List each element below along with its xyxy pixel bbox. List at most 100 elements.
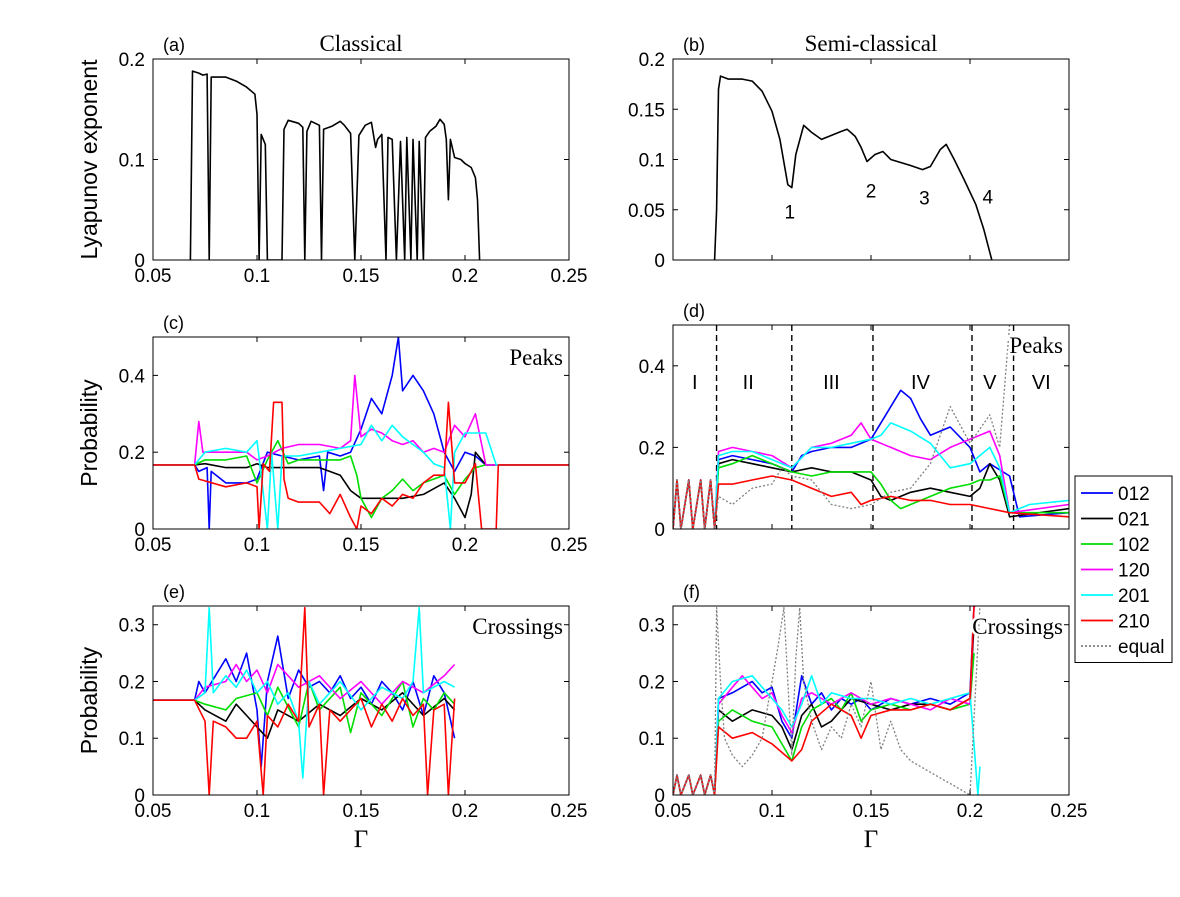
y-tick-label: 0 [654, 251, 665, 272]
y-tick-label: 0.2 [119, 50, 145, 71]
panel-label: (c) [163, 313, 184, 333]
y-tick-label: 0.2 [639, 50, 665, 71]
panel-label: (b) [683, 35, 705, 55]
y-tick-label: 0.2 [639, 672, 665, 693]
y-tick-label: 0 [654, 786, 665, 807]
y-tick-label: 0.15 [628, 100, 665, 121]
y-axis-label: Lyapunov exponent [76, 59, 102, 260]
legend-label: 210 [1118, 612, 1150, 633]
y-tick-label: 0.4 [639, 357, 666, 378]
panel-b: 0 0.05 0.1 0.15 0.2 (b) Semi-classical 1 2 3 4 [628, 31, 1070, 272]
x-tick-label: 0.15 [343, 535, 380, 556]
y-tick-label: 0.2 [639, 438, 665, 459]
region-label: I [692, 372, 698, 394]
panel-title: Semi-classical [805, 31, 938, 56]
x-axis-label: Γ [864, 826, 878, 853]
x-tick-label: 0.1 [244, 801, 270, 822]
y-tick-label: 0.05 [628, 201, 665, 222]
x-tick-label: 0.25 [551, 801, 588, 822]
panel-label: (e) [163, 582, 185, 602]
series-line-102 [153, 439, 569, 519]
series-line-equal [673, 325, 1011, 529]
legend: 012 021 102 120 201 210 equal [1074, 475, 1173, 663]
x-tick-label: 0.25 [1051, 801, 1088, 822]
y-tick-label: 0.3 [639, 616, 665, 637]
series-line-201 [153, 424, 569, 529]
panel-label: (f) [683, 582, 700, 602]
annotation-label: 1 [785, 203, 796, 224]
legend-label: 012 [1118, 484, 1150, 505]
series-group [153, 606, 456, 795]
panel-label: (d) [683, 301, 705, 321]
panel-title: Peaks [1009, 333, 1063, 358]
y-tick-label: 0.1 [639, 151, 665, 172]
panel-title: Crossings [972, 614, 1063, 639]
y-tick-label: 0 [134, 251, 145, 272]
series-group [713, 75, 993, 260]
series-group [153, 337, 569, 529]
region-label: V [983, 372, 997, 394]
panel-title: Crossings [472, 614, 563, 639]
x-tick-label: 0.05 [135, 535, 172, 556]
annotation-label: 2 [866, 182, 877, 203]
x-tick-label: 0.1 [759, 801, 785, 822]
y-tick-label: 0 [134, 520, 145, 541]
series-line-lyapunov [713, 75, 993, 260]
panel-f: 0.05 0.1 0.15 0.2 0.25 0 0.1 0.2 0.3 (f) Crossings… [639, 582, 1088, 853]
y-tick-label: 0.2 [119, 443, 145, 464]
x-tick-label: 0.25 [551, 535, 588, 556]
y-tick-label: 0.1 [119, 729, 145, 750]
series-line-210 [153, 401, 569, 529]
y-axis-label: Probability [76, 646, 102, 754]
series-line-021 [153, 451, 569, 519]
annotation-label: 4 [983, 188, 994, 209]
series-line-lyapunov [189, 70, 481, 260]
x-tick-label: 0.05 [135, 266, 172, 287]
series-line-120 [153, 374, 569, 466]
panel-c: 0.05 0.1 0.15 0.2 0.25 0 0.2 0.4 (c) Peaks Probabi… [76, 313, 587, 556]
legend-label: equal [1118, 637, 1165, 658]
region-label: II [743, 372, 754, 394]
legend-label: 021 [1118, 510, 1150, 531]
y-tick-label: 0.1 [639, 729, 665, 750]
plot-area [673, 59, 1069, 260]
x-tick-label: 0.15 [853, 801, 890, 822]
x-tick-label: 0.2 [452, 801, 478, 822]
panel-label: (a) [163, 35, 185, 55]
plot-area [153, 59, 569, 260]
y-axis-label: Probability [76, 379, 102, 487]
x-tick-label: 0.15 [343, 801, 380, 822]
series-line-210 [153, 606, 456, 795]
series-line-equal [673, 606, 981, 795]
y-tick-label: 0.4 [119, 366, 146, 387]
panel-title: Peaks [509, 345, 563, 370]
x-tick-label: 0.2 [452, 535, 478, 556]
x-tick-label: 0.15 [343, 266, 380, 287]
legend-label: 102 [1118, 535, 1150, 556]
x-tick-label: 0.2 [452, 266, 478, 287]
series-line-012 [153, 337, 569, 529]
x-tick-label: 0.1 [244, 266, 270, 287]
panel-title: Classical [319, 31, 402, 56]
region-label: III [823, 372, 840, 394]
y-tick-label: 0.1 [119, 151, 145, 172]
region-label: IV [911, 372, 931, 394]
x-axis-label: Γ [354, 826, 368, 853]
annotation-label: 3 [919, 189, 930, 210]
series-group [673, 325, 1069, 529]
x-tick-label: 0.05 [655, 801, 692, 822]
x-tick-label: 0.1 [244, 535, 270, 556]
legend-label: 201 [1118, 586, 1150, 607]
y-tick-label: 0 [654, 520, 665, 541]
series-group [189, 70, 481, 260]
y-tick-label: 0.3 [119, 616, 145, 637]
region-label: VI [1032, 372, 1051, 394]
series-line-120 [153, 663, 456, 705]
x-tick-label: 0.25 [551, 266, 588, 287]
x-tick-label: 0.05 [135, 801, 172, 822]
series-group [673, 606, 981, 795]
panel-e: 0.05 0.1 0.15 0.2 0.25 0 0.1 0.2 0.3 (e) Crossings… [76, 582, 587, 853]
y-tick-label: 0.2 [119, 672, 145, 693]
